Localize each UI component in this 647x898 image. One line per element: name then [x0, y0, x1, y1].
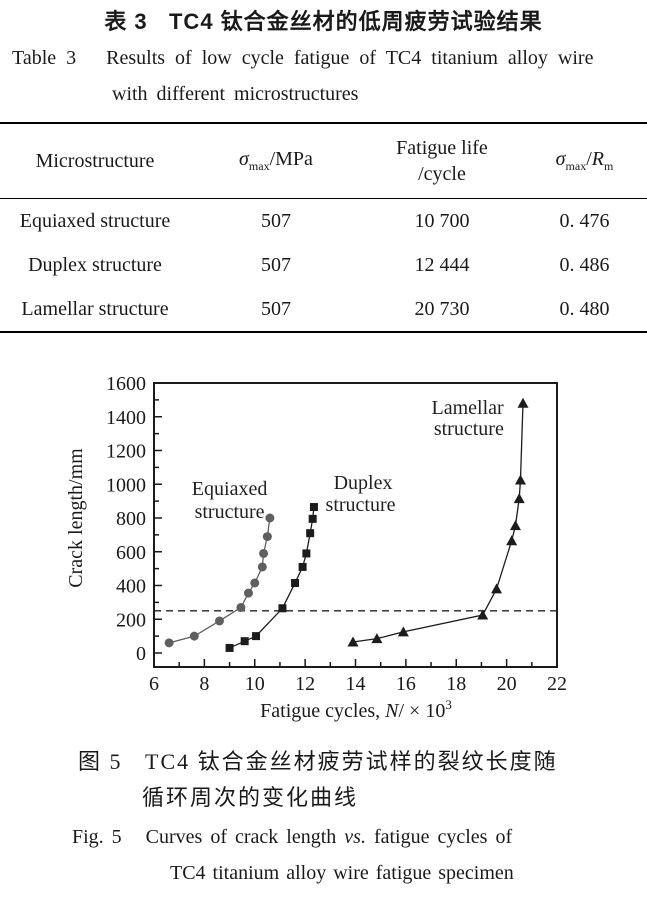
- chart-plot-area: 6 8 10 12 14 16 18 20 22 0 200 400 600 800 1000 1200 140…: [106, 373, 567, 695]
- series-equiaxed-structure-marker: [259, 548, 269, 558]
- table-row: Duplex structure 507 12 444 0. 486: [0, 243, 647, 287]
- series-lamellar-structure-marker: [397, 626, 409, 637]
- cell-microstructure: Lamellar structure: [21, 297, 169, 320]
- x-tick-label: 10: [245, 673, 265, 695]
- table-header-row: Microstructure σmax/MPa Fatigue life /cy…: [0, 123, 647, 199]
- y-tick-label: 1000: [106, 474, 146, 496]
- series-lamellar-structure-label: Lamellar: [431, 397, 504, 419]
- cell-ratio: 0. 476: [559, 209, 610, 232]
- col-header-sigma-max: σmax/MPa: [190, 123, 362, 199]
- cell-life: 10 700: [414, 209, 470, 232]
- x-tick-label: 8: [199, 673, 209, 695]
- series-lamellar-structure-marker: [477, 609, 489, 620]
- series-duplex-structure-label: structure: [326, 494, 396, 516]
- x-axis-title: Fatigue cycles, N/ × 103: [260, 697, 452, 722]
- x-tick-label: 22: [547, 673, 567, 695]
- table-row: Lamellar structure 507 20 730 0. 480: [0, 287, 647, 332]
- series-equiaxed-structure-line: [168, 517, 271, 644]
- figure-caption-en-line2: TC4 titanium alloy wire fatigue specimen: [170, 862, 514, 884]
- series-duplex-structure-marker: [302, 549, 311, 558]
- results-table: Microstructure σmax/MPa Fatigue life /cy…: [0, 122, 647, 333]
- series-duplex-structure-marker: [306, 529, 315, 538]
- y-tick-label: 1400: [106, 407, 146, 429]
- y-tick-label: 400: [116, 576, 146, 598]
- y-tick-label: 200: [116, 609, 146, 631]
- table-caption-zh: 表 3 TC4 钛合金丝材的低周疲劳试验结果: [104, 9, 543, 34]
- cell-life: 12 444: [414, 253, 470, 276]
- series-equiaxed-structure-marker: [243, 588, 253, 598]
- series-lamellar-structure-marker: [513, 493, 525, 504]
- cell-smax: 507: [261, 253, 291, 276]
- figure-caption-en-line1: Fig. 5 Curves of crack length vs. fatigu…: [72, 826, 513, 848]
- series-duplex-structure-marker: [225, 643, 234, 652]
- cell-smax: 507: [261, 209, 291, 232]
- y-tick-label: 600: [116, 542, 146, 564]
- series-equiaxed-structure-marker: [214, 616, 224, 626]
- cell-ratio: 0. 486: [559, 253, 610, 276]
- x-tick-label: 18: [446, 673, 466, 695]
- table-caption-en-line2: with different microstructures: [112, 83, 359, 105]
- table-caption-en-line1: Table 3 Results of low cycle fatigue of …: [12, 47, 594, 69]
- series-lamellar-structure-marker: [506, 535, 518, 546]
- series-equiaxed-structure-label: structure: [195, 501, 265, 523]
- cell-microstructure: Duplex structure: [28, 253, 162, 276]
- series-equiaxed-structure-marker: [189, 631, 199, 641]
- series-duplex-structure-marker: [240, 637, 249, 646]
- series-duplex-structure-marker: [291, 578, 300, 587]
- x-tick-label: 12: [295, 673, 315, 695]
- series-duplex-structure-marker: [298, 562, 307, 571]
- series-equiaxed-structure-marker: [265, 513, 275, 523]
- figure-caption-zh-line2: 循环周次的变化曲线: [142, 785, 359, 810]
- cell-ratio: 0. 480: [559, 297, 610, 320]
- series-duplex-structure-marker: [309, 503, 318, 512]
- y-axis-title: Crack length/mm: [65, 448, 87, 588]
- results-table-wrapper: Microstructure σmax/MPa Fatigue life /cy…: [0, 122, 647, 333]
- series-equiaxed-structure-label: Equiaxed: [192, 478, 268, 500]
- series-duplex-structure-label: Duplex: [334, 472, 393, 494]
- series-lamellar-structure-label: structure: [434, 418, 504, 440]
- series-equiaxed-structure-marker: [236, 602, 246, 612]
- col-header-sigma-ratio: σmax/Rm: [522, 123, 647, 199]
- col-header-fatigue-life: Fatigue life /cycle: [362, 123, 522, 199]
- series-lamellar-structure-marker: [347, 636, 359, 647]
- x-tick-label: 14: [346, 673, 366, 695]
- table-row: Equiaxed structure 507 10 700 0. 476: [0, 199, 647, 244]
- series-lamellar-structure-marker: [491, 583, 503, 594]
- series-lamellar-structure-marker: [509, 520, 521, 531]
- series-duplex-structure-marker: [278, 604, 287, 613]
- series-equiaxed-structure-marker: [257, 562, 267, 572]
- x-tick-label: 16: [396, 673, 416, 695]
- cell-smax: 507: [261, 297, 291, 320]
- series-equiaxed-structure-marker: [262, 532, 272, 542]
- series-lamellar-structure-marker: [517, 397, 529, 408]
- series-duplex-structure-line: [229, 506, 315, 649]
- y-tick-label: 1600: [106, 373, 146, 395]
- y-tick-label: 1200: [106, 441, 146, 463]
- y-tick-label: 800: [116, 508, 146, 530]
- cell-life: 20 730: [414, 297, 470, 320]
- cell-microstructure: Equiaxed structure: [19, 209, 171, 232]
- series-lamellar-structure-marker: [514, 474, 526, 485]
- figure-caption-zh-line1: 图 5 TC4 钛合金丝材疲劳试样的裂纹长度随: [78, 749, 558, 774]
- series-lamellar-structure-line: [352, 403, 524, 643]
- series-duplex-structure-marker: [252, 632, 261, 641]
- series-equiaxed-structure-marker: [250, 578, 260, 588]
- series-equiaxed-structure-marker: [164, 638, 174, 648]
- y-tick-label: 0: [136, 643, 146, 665]
- x-tick-label: 6: [149, 673, 159, 695]
- col-header-microstructure: Microstructure: [0, 123, 190, 199]
- fatigue-chart: 6 8 10 12 14 16 18 20 22 0 200 400 600 800 1000 1200 140…: [65, 373, 567, 722]
- series-lamellar-structure-marker: [371, 633, 383, 644]
- series-duplex-structure-marker: [308, 514, 317, 523]
- x-tick-label: 20: [497, 673, 517, 695]
